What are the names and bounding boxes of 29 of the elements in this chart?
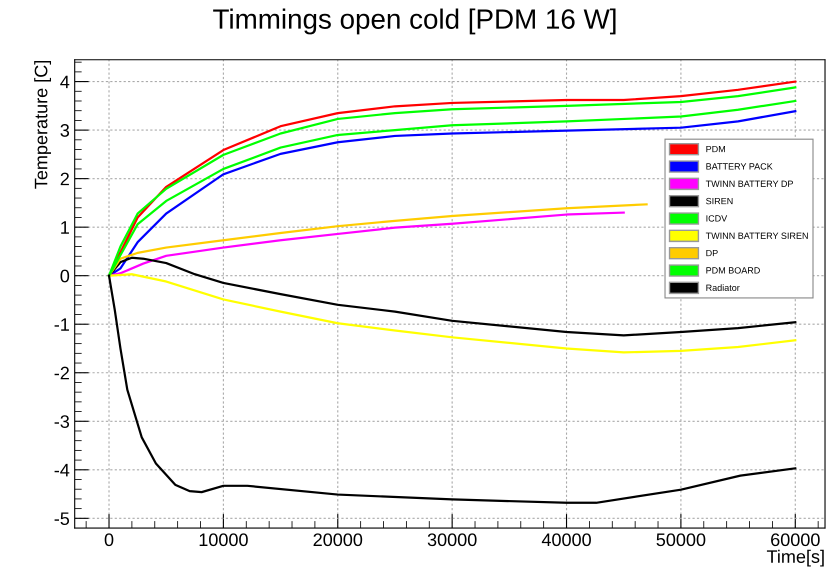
- y-tick-label: -2: [54, 366, 69, 380]
- y-tick-label: 2: [60, 172, 69, 186]
- y-tick-label: 3: [60, 124, 70, 137]
- legend-label: Radiator: [706, 284, 740, 291]
- legend-label: SIREN: [706, 198, 732, 204]
- y-tick-label: 4: [60, 76, 70, 88]
- y-tick-label: -3: [54, 415, 70, 428]
- y-tick-label: 1: [61, 221, 69, 234]
- x-tick-label: 20000: [314, 533, 362, 546]
- legend-label: PDM BOARD: [706, 267, 760, 274]
- chart-title: Timmings open cold [PDM 16 W]: [213, 8, 616, 34]
- x-tick-label: 50000: [656, 533, 706, 546]
- legend-label: ICDV: [706, 215, 728, 222]
- y-tick-label: -4: [54, 464, 70, 476]
- x-tick-label: 60000: [771, 533, 820, 546]
- x-tick-label: 10000: [200, 533, 248, 546]
- y-tick-label: -1: [54, 318, 69, 331]
- y-tick-label: -5: [54, 512, 70, 526]
- x-axis-title: Time[s]: [766, 550, 824, 567]
- y-axis-title: Temperature [C]: [34, 61, 52, 189]
- legend-label: TWINN BATTERY SIREN: [706, 232, 808, 239]
- y-tick-label: 0: [60, 270, 70, 282]
- legend-label: BATTERY PACK: [706, 163, 773, 170]
- legend-label: PDM: [706, 146, 725, 152]
- x-tick-label: 0: [104, 533, 114, 546]
- legend-label: DP: [706, 250, 718, 256]
- x-tick-label: 30000: [428, 533, 477, 546]
- legend-label: TWINN BATTERY DP: [706, 180, 793, 187]
- x-tick-label: 40000: [542, 533, 591, 546]
